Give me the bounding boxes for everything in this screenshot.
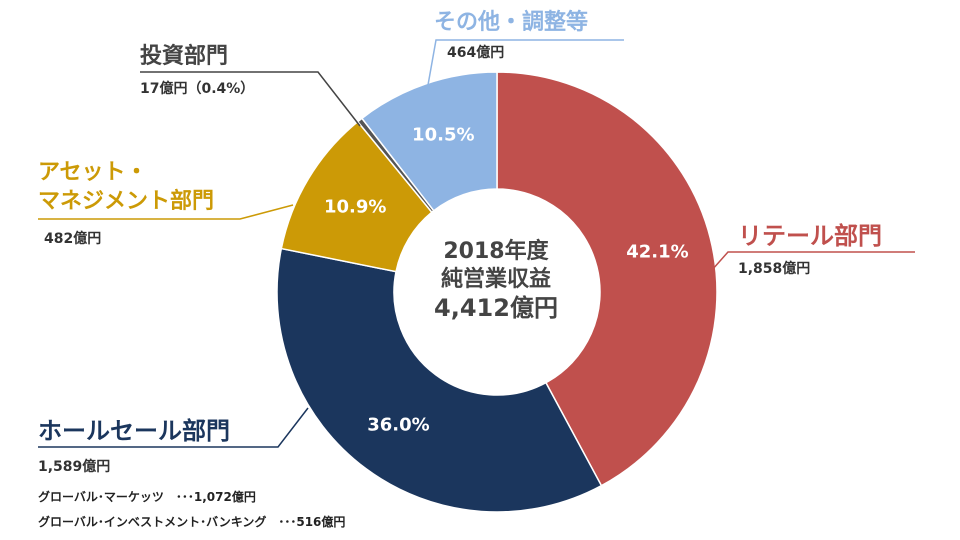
leader-line-asset	[38, 204, 294, 220]
label-investment-name: 投資部門	[140, 44, 229, 69]
leader-line-other	[427, 39, 624, 86]
label-asset-name-2: マネジメント部門	[38, 189, 215, 214]
leader-line-wholesale	[38, 407, 309, 448]
label-asset-amount: 482億円	[44, 231, 102, 247]
label-asset-name-1: アセット・	[38, 160, 148, 185]
slice-retail	[496, 71, 718, 487]
label-investment-amount: 17億円（0.4%）	[140, 81, 255, 97]
chart-center-title: 2018年度 純営業収益 4,412億円	[396, 238, 596, 322]
slice-label-retail: 42.1%	[626, 241, 689, 262]
label-other-name: その他・調整等	[434, 10, 589, 35]
label-retail-amount: 1,858億円	[738, 261, 811, 277]
leader-line-investment	[140, 71, 361, 127]
slice-other	[360, 71, 498, 212]
slice-label-asset: 10.9%	[323, 196, 387, 218]
slice-wholesale	[276, 247, 603, 513]
label-wholesale-breakdown-1: グローバル･マーケッツ ･･･1,072億円	[38, 490, 256, 504]
label-wholesale-name: ホールセール部門	[38, 417, 230, 445]
leader-line-retail	[711, 251, 915, 271]
label-retail-name: リテール部門	[738, 222, 882, 250]
center-metric: 純営業収益	[440, 267, 551, 292]
center-year: 2018年度	[443, 239, 549, 264]
slice-label-other: 10.5%	[412, 124, 475, 146]
slice-label-wholesale: 36.0%	[367, 414, 430, 436]
label-other-amount: 464億円	[447, 45, 505, 61]
label-wholesale-breakdown-2: グローバル･インベストメント･バンキング ･･･516億円	[38, 515, 346, 529]
center-total: 4,412億円	[434, 294, 558, 322]
label-wholesale-amount: 1,589億円	[38, 459, 111, 475]
